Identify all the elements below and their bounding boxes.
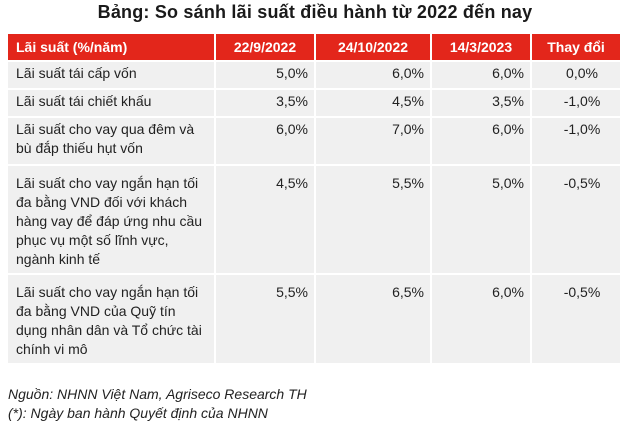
row-label: Lãi suất tái chiết khấu xyxy=(8,90,214,116)
cell-value: 6,0% xyxy=(432,275,530,363)
cell-value: 7,0% xyxy=(316,118,430,164)
row-label: Lãi suất cho vay ngắn hạn tối đa bằng VN… xyxy=(8,166,214,273)
header-date-2: 24/10/2022 xyxy=(316,34,430,60)
cell-value: 5,0% xyxy=(432,166,530,273)
cell-value: 3,5% xyxy=(216,90,314,116)
cell-value: 6,0% xyxy=(316,62,430,88)
cell-value: 5,5% xyxy=(316,166,430,273)
footnote: (*): Ngày ban hành Quyết định của NHNN xyxy=(8,405,268,421)
row-label: Lãi suất cho vay ngắn hạn tối đa bằng VN… xyxy=(8,275,214,363)
cell-value: 6,0% xyxy=(432,118,530,164)
table-row: Lãi suất tái chiết khấu 3,5% 4,5% 3,5% -… xyxy=(8,90,620,116)
table-row: Lãi suất tái cấp vốn 5,0% 6,0% 6,0% 0,0% xyxy=(8,62,620,88)
cell-change: -1,0% xyxy=(532,90,620,116)
table-row: Lãi suất cho vay qua đêm và bù đắp thiếu… xyxy=(8,118,620,164)
header-rate-type: Lãi suất (%/năm) xyxy=(8,34,214,60)
source-note: Nguồn: NHNN Việt Nam, Agriseco Research … xyxy=(8,386,307,402)
cell-value: 3,5% xyxy=(432,90,530,116)
table-title: Bảng: So sánh lãi suất điều hành từ 2022… xyxy=(97,2,533,22)
header-date-3: 14/3/2023 xyxy=(432,34,530,60)
cell-value: 6,0% xyxy=(432,62,530,88)
row-label: Lãi suất tái cấp vốn xyxy=(8,62,214,88)
cell-change: -1,0% xyxy=(532,118,620,164)
cell-value: 4,5% xyxy=(216,166,314,273)
cell-change: 0,0% xyxy=(532,62,620,88)
header-change: Thay đổi xyxy=(532,34,620,60)
cell-value: 5,0% xyxy=(216,62,314,88)
cell-change: -0,5% xyxy=(532,275,620,363)
row-label: Lãi suất cho vay qua đêm và bù đắp thiếu… xyxy=(8,118,214,164)
cell-value: 5,5% xyxy=(216,275,314,363)
table-row: Lãi suất cho vay ngắn hạn tối đa bằng VN… xyxy=(8,166,620,273)
cell-value: 6,0% xyxy=(216,118,314,164)
cell-change: -0,5% xyxy=(532,166,620,273)
header-date-1: 22/9/2022 xyxy=(216,34,314,60)
table-row: Lãi suất cho vay ngắn hạn tối đa bằng VN… xyxy=(8,275,620,363)
interest-rate-table: Lãi suất (%/năm) 22/9/2022 24/10/2022 14… xyxy=(6,32,622,365)
cell-value: 6,5% xyxy=(316,275,430,363)
header-row: Lãi suất (%/năm) 22/9/2022 24/10/2022 14… xyxy=(8,34,620,60)
cell-value: 4,5% xyxy=(316,90,430,116)
